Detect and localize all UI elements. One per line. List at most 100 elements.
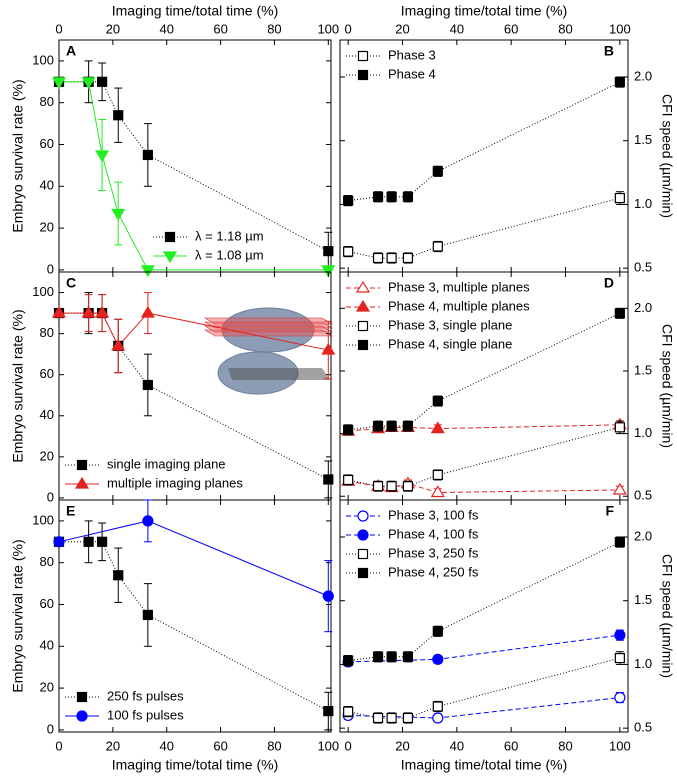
marker xyxy=(111,338,126,351)
y-tick-label: 80 xyxy=(40,94,54,109)
series-line xyxy=(59,541,329,712)
x-tick-label: 60 xyxy=(504,21,518,36)
marker xyxy=(162,251,178,264)
marker xyxy=(614,652,625,664)
marker xyxy=(357,320,369,332)
imaging-planes xyxy=(203,317,334,337)
panel-label: B xyxy=(604,43,614,59)
x-tick-label: 20 xyxy=(106,21,120,36)
legend-label: multiple imaging planes xyxy=(107,475,243,490)
marker xyxy=(76,459,88,471)
y-axis-title: Embryo survival rate (%) xyxy=(10,539,26,692)
marker xyxy=(432,469,443,481)
marker xyxy=(140,265,155,278)
legend-label: Phase 3 xyxy=(388,47,436,62)
legend-label: Phase 4, single plane xyxy=(388,336,512,351)
y-axis-title: CFI speed (µm/min) xyxy=(659,324,675,448)
y-tick-label: 1.0 xyxy=(634,656,652,671)
x-axis-title: Imaging time/total time (%) xyxy=(112,757,279,773)
marker xyxy=(372,420,384,432)
y-tick-label: 100 xyxy=(32,52,54,67)
y-tick-label: 20 xyxy=(40,680,54,695)
legend-label: single imaging plane xyxy=(107,456,226,471)
legend-label: Phase 3, multiple planes xyxy=(388,279,530,294)
plot-frame xyxy=(58,499,332,733)
marker xyxy=(372,651,384,662)
marker xyxy=(323,705,334,717)
x-tick-label: 80 xyxy=(267,21,281,36)
marker xyxy=(612,482,627,495)
x-axis-title: Imaging time/total time (%) xyxy=(112,3,279,19)
marker xyxy=(357,69,369,81)
y-tick-label: 20 xyxy=(40,448,54,463)
marker xyxy=(113,570,124,581)
y-axis-title: Embryo survival rate (%) xyxy=(10,309,26,462)
legend-label: Phase 4, 100 fs xyxy=(388,526,479,541)
marker xyxy=(95,305,110,318)
y-tick-label: 2.0 xyxy=(634,528,652,543)
marker xyxy=(430,485,445,498)
marker xyxy=(386,481,397,492)
marker xyxy=(51,77,67,89)
legend-label: Phase 4 xyxy=(388,66,436,81)
x-tick-label: 100 xyxy=(609,21,631,36)
legend-label: 250 fs pulses xyxy=(107,688,184,703)
panel-label: E xyxy=(66,503,75,519)
marker xyxy=(343,195,354,206)
marker xyxy=(357,567,369,579)
series-line xyxy=(348,312,621,431)
marker xyxy=(432,653,444,665)
series-line xyxy=(348,426,620,487)
marker xyxy=(140,305,155,318)
marker xyxy=(51,305,67,318)
marker xyxy=(357,50,369,62)
y-axis-title: CFI speed (µm/min) xyxy=(659,554,675,678)
x-tick-label: 0 xyxy=(345,738,352,753)
series-line xyxy=(348,657,620,719)
y-axis-title: CFI speed (µm/min) xyxy=(659,94,675,218)
marker xyxy=(81,77,96,89)
x-tick-label: 100 xyxy=(609,738,631,753)
series-line xyxy=(348,197,620,259)
marker xyxy=(614,691,626,704)
marker xyxy=(432,701,443,712)
series-line xyxy=(348,541,621,662)
marker xyxy=(432,712,444,724)
marker xyxy=(164,231,176,243)
marker xyxy=(402,651,414,662)
marker xyxy=(53,536,65,548)
marker xyxy=(76,710,88,722)
imaging-plane xyxy=(228,368,330,380)
marker xyxy=(372,481,384,492)
y-tick-label: 0 xyxy=(47,721,54,736)
x-tick-label: 40 xyxy=(159,738,173,753)
y-tick-label: 60 xyxy=(40,366,54,381)
y-tick-label: 100 xyxy=(32,284,54,299)
panel-label: D xyxy=(604,275,614,291)
y-tick-label: 0.5 xyxy=(634,260,652,275)
series-line xyxy=(59,81,329,252)
marker xyxy=(372,191,384,202)
marker xyxy=(614,536,625,548)
marker xyxy=(95,150,110,163)
plot-frame xyxy=(339,499,629,733)
x-axis-title: Imaging time/total time (%) xyxy=(401,757,568,773)
y-tick-label: 0 xyxy=(47,261,54,276)
y-tick-label: 80 xyxy=(40,554,54,569)
marker xyxy=(430,421,445,434)
legend-label: Phase 3, single plane xyxy=(388,317,512,332)
marker xyxy=(343,706,354,717)
marker xyxy=(386,712,397,724)
y-tick-label: 0 xyxy=(47,489,54,504)
marker xyxy=(614,629,626,641)
legend-label: Phase 3, 100 fs xyxy=(388,507,479,522)
marker xyxy=(402,481,414,492)
x-tick-label: 40 xyxy=(450,21,464,36)
series-line xyxy=(59,81,329,271)
x-tick-label: 20 xyxy=(395,21,409,36)
series-line xyxy=(348,81,621,202)
marker xyxy=(402,191,414,202)
marker xyxy=(321,265,336,278)
marker xyxy=(142,515,154,527)
